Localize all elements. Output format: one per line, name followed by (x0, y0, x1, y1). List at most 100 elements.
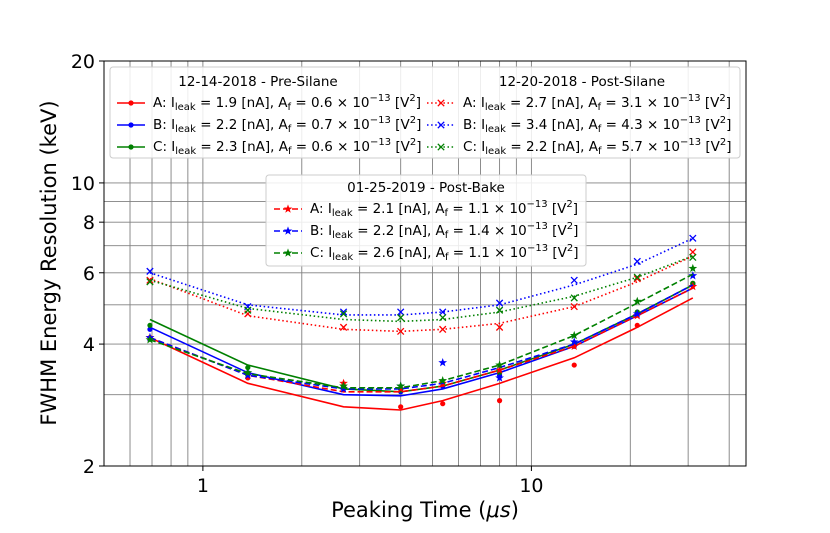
data-point (146, 278, 154, 286)
legend-text-part: = (291, 95, 311, 111)
legend-text-part: 2 (719, 93, 725, 104)
legend-label: A: Ileak = 2.1 [nA], Af = 1.1 × 10−13 [V… (310, 199, 578, 219)
legend-text-part: = (506, 95, 526, 111)
legend-text-part: C (310, 245, 319, 261)
legend-text-part: : I (162, 139, 175, 155)
data-point (245, 364, 251, 371)
y-axis-label: FWHM Energy Resolution (keV) (37, 100, 61, 425)
data-point (689, 234, 697, 242)
legend-marker (283, 226, 293, 235)
legend-text-part: = (353, 201, 373, 217)
legend-text-part: f (445, 230, 449, 241)
data-point (146, 267, 154, 275)
legend-text-part: [V (391, 95, 411, 111)
data-point (339, 381, 348, 390)
legend-text-part: 2 (567, 221, 573, 232)
legend-text-part: = (448, 223, 468, 239)
legend-text-part: = (196, 95, 216, 111)
legend-text-part: = (506, 139, 526, 155)
legend-text-part: ] (416, 95, 421, 111)
series-layer (145, 234, 698, 411)
legend-text-part: ] (726, 95, 731, 111)
legend-text-part: leak (485, 124, 506, 135)
series-5 (146, 253, 697, 323)
data-point (339, 310, 348, 318)
legend-text-part: B (463, 117, 472, 133)
legend-text-part: 2.3 (216, 139, 237, 155)
legend-text-part: [nA], A (547, 95, 598, 111)
legend-text-part: C (463, 139, 472, 155)
legend-marker (437, 121, 445, 129)
data-point (570, 302, 578, 311)
legend-text-part: × 10 (332, 95, 369, 111)
y-tick-label: 8 (83, 212, 95, 234)
legend-text-part: [V (701, 139, 721, 155)
legend-text-part: = (353, 245, 373, 261)
legend-text-part: −13 (680, 93, 701, 104)
legend-text-part: : I (162, 95, 175, 111)
legend-text-part: [nA], A (394, 201, 445, 217)
legend-text-part: 3.4 (526, 117, 547, 133)
legend-entry: C: Ileak = 2.2 [nA], Af = 5.7 × 10−13 [V… (427, 137, 732, 157)
data-point (439, 325, 447, 333)
legend-text-part: 2 (720, 115, 726, 126)
legend-text-part: : I (319, 201, 332, 217)
legend-text-part: 1.1 (468, 201, 489, 217)
legend-text-part: 0.7 (311, 117, 332, 133)
legend-text-part: 5.7 (621, 139, 642, 155)
legend-marker (437, 143, 445, 151)
legend-text-part: 1.1 (468, 245, 489, 261)
data-point (688, 263, 698, 273)
y-tick-label: 10 (71, 173, 95, 195)
legend-text-part: −13 (527, 221, 548, 232)
legend-text-part: 2 (410, 137, 416, 148)
x-tick-label: 1 (197, 475, 209, 497)
data-point (145, 335, 155, 344)
series-8 (145, 263, 698, 390)
legend-text-part: f (445, 208, 449, 219)
data-point (688, 271, 698, 280)
legend-text-part: ] (416, 139, 421, 155)
legend-text-part: : I (472, 95, 485, 111)
legend-label: C: Ileak = 2.6 [nA], Af = 1.1 × 10−13 [V… (310, 243, 579, 263)
legend-text-part: 3.1 (621, 95, 642, 111)
y-tick-label: 6 (83, 263, 95, 285)
legend-text-part: 2.2 (216, 117, 237, 133)
legend-text-part: leak (175, 124, 196, 135)
legend-text-part: B (310, 223, 319, 239)
legend-text-part: × 10 (333, 139, 370, 155)
legend-text-part: 1.4 (468, 223, 489, 239)
data-point (243, 370, 253, 379)
legend-text-part: 2.1 (373, 201, 394, 217)
legend-text-part: 2 (720, 137, 726, 148)
legend-text-part: −13 (370, 93, 391, 104)
legend-text-part: = (601, 117, 621, 133)
legend-text-part: 2 (567, 243, 573, 254)
legend-text-part: × 10 (643, 139, 680, 155)
data-point (569, 341, 579, 351)
legend-text-part: [nA], A (237, 117, 288, 133)
legend-text-part: −13 (527, 243, 548, 254)
legend-text-part: f (598, 124, 602, 135)
legend-text-part: ] (573, 223, 578, 239)
data-point (397, 313, 405, 322)
data-point (440, 401, 446, 407)
data-point (496, 398, 503, 404)
legend-title: 01-25-2019 - Post-Bake (347, 180, 505, 196)
legend-text-part: 1.9 (216, 95, 237, 111)
data-point (438, 376, 448, 385)
legend-text-part: ] (573, 245, 578, 261)
legend-text-part: = (196, 117, 216, 133)
legend-text-part: [V (548, 245, 568, 261)
legend-text-part: 2.7 (526, 95, 547, 111)
data-point (633, 257, 641, 266)
y-tick-label: 2 (83, 456, 95, 478)
plot-frame (103, 60, 747, 467)
legend-entry: C: Ileak = 2.3 [nA], Af = 0.6 × 10−13 [V… (117, 137, 422, 157)
legend-text-part: leak (332, 208, 353, 219)
legend-label: A: Ileak = 2.7 [nA], Af = 3.1 × 10−13 [V… (463, 93, 731, 113)
legend-entry: A: Ileak = 2.7 [nA], Af = 3.1 × 10−13 [V… (427, 93, 731, 113)
legend-text-part: A (463, 95, 473, 111)
data-point (495, 360, 504, 369)
data-point (397, 327, 405, 336)
